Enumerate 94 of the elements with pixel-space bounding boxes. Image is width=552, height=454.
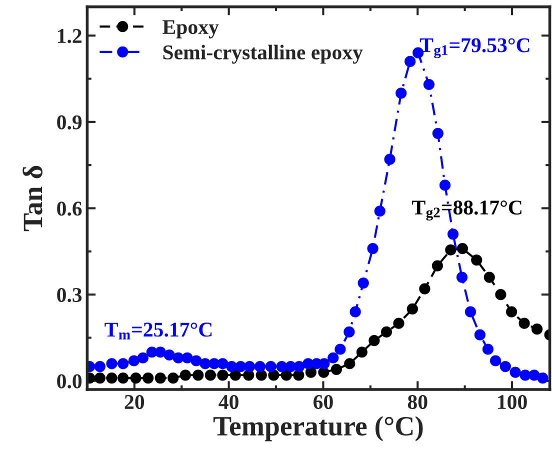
point bbox=[226, 360, 238, 372]
point bbox=[256, 370, 267, 381]
point bbox=[490, 355, 502, 366]
x-tick-label: 80 bbox=[408, 394, 428, 410]
point bbox=[276, 360, 288, 372]
point bbox=[358, 278, 369, 289]
point bbox=[330, 364, 342, 375]
point bbox=[230, 370, 241, 381]
x-tick-label: 20 bbox=[124, 394, 144, 410]
y-tick-label: 0.3 bbox=[57, 288, 82, 302]
point bbox=[180, 370, 191, 381]
point bbox=[344, 358, 356, 370]
point bbox=[367, 242, 378, 254]
point bbox=[168, 372, 179, 384]
point bbox=[190, 355, 202, 366]
point bbox=[268, 370, 280, 381]
point bbox=[471, 254, 482, 266]
point bbox=[482, 344, 494, 355]
point bbox=[130, 372, 142, 384]
point bbox=[518, 318, 530, 329]
point bbox=[128, 355, 140, 366]
point bbox=[118, 372, 129, 384]
point bbox=[432, 128, 444, 139]
point bbox=[344, 326, 355, 338]
point bbox=[164, 349, 175, 361]
point bbox=[456, 242, 468, 254]
point bbox=[432, 260, 444, 272]
point bbox=[334, 344, 346, 355]
point bbox=[118, 358, 129, 370]
point bbox=[484, 272, 495, 283]
x-tick-label: 40 bbox=[218, 394, 238, 410]
point bbox=[350, 306, 361, 318]
point bbox=[445, 244, 456, 256]
point bbox=[537, 372, 548, 384]
point bbox=[393, 318, 404, 329]
point bbox=[423, 78, 435, 90]
point bbox=[510, 366, 521, 378]
point bbox=[137, 352, 148, 364]
point bbox=[254, 360, 266, 372]
point bbox=[265, 360, 276, 372]
point bbox=[506, 306, 518, 318]
point bbox=[531, 324, 543, 335]
point bbox=[380, 326, 392, 338]
point bbox=[374, 206, 386, 217]
point bbox=[356, 346, 368, 358]
annotation: T$_{g1}$=79.53°C bbox=[420, 38, 530, 58]
point bbox=[217, 370, 228, 381]
point bbox=[396, 88, 407, 99]
point bbox=[294, 360, 305, 372]
annotation: T$_{g2}$=88.17°C bbox=[412, 200, 522, 220]
point bbox=[318, 358, 330, 370]
x-axis-title: Temperature (°C) bbox=[213, 416, 423, 442]
point bbox=[106, 372, 118, 384]
point bbox=[217, 358, 228, 370]
point bbox=[520, 370, 531, 381]
point bbox=[182, 352, 193, 364]
legend-label: Semi-crystalline epoxy bbox=[163, 44, 363, 64]
y-tick-label: 0.9 bbox=[57, 115, 82, 130]
point bbox=[106, 358, 118, 370]
point bbox=[368, 335, 380, 346]
point bbox=[142, 372, 154, 384]
point bbox=[495, 289, 506, 300]
point bbox=[474, 329, 486, 340]
point bbox=[464, 306, 476, 318]
point bbox=[204, 370, 216, 381]
point bbox=[154, 372, 166, 384]
y-tick-label: 1.2 bbox=[58, 29, 82, 44]
point bbox=[94, 372, 106, 384]
point bbox=[192, 370, 204, 381]
legend-label: Epoxy bbox=[162, 20, 219, 38]
annotation: T$_{m}$=25.17°C bbox=[104, 322, 212, 340]
point bbox=[280, 370, 292, 381]
point bbox=[305, 366, 317, 378]
point bbox=[94, 360, 106, 372]
point bbox=[500, 360, 511, 372]
point bbox=[439, 180, 451, 191]
point bbox=[244, 360, 256, 372]
point bbox=[328, 352, 339, 364]
point bbox=[406, 303, 418, 315]
point bbox=[200, 358, 211, 370]
point bbox=[419, 283, 430, 294]
point bbox=[456, 272, 468, 283]
point bbox=[528, 370, 540, 381]
point bbox=[447, 228, 459, 240]
y-tick-label: 0.0 bbox=[57, 374, 82, 388]
point bbox=[404, 56, 416, 68]
y-axis-title: Tan δ bbox=[22, 166, 42, 232]
point bbox=[384, 154, 396, 165]
y-tick-label: 0.6 bbox=[57, 202, 82, 216]
x-tick-label: 100 bbox=[498, 394, 527, 410]
point bbox=[154, 346, 166, 358]
point bbox=[235, 360, 246, 372]
point bbox=[172, 352, 184, 364]
x-tick-label: 60 bbox=[314, 394, 333, 410]
